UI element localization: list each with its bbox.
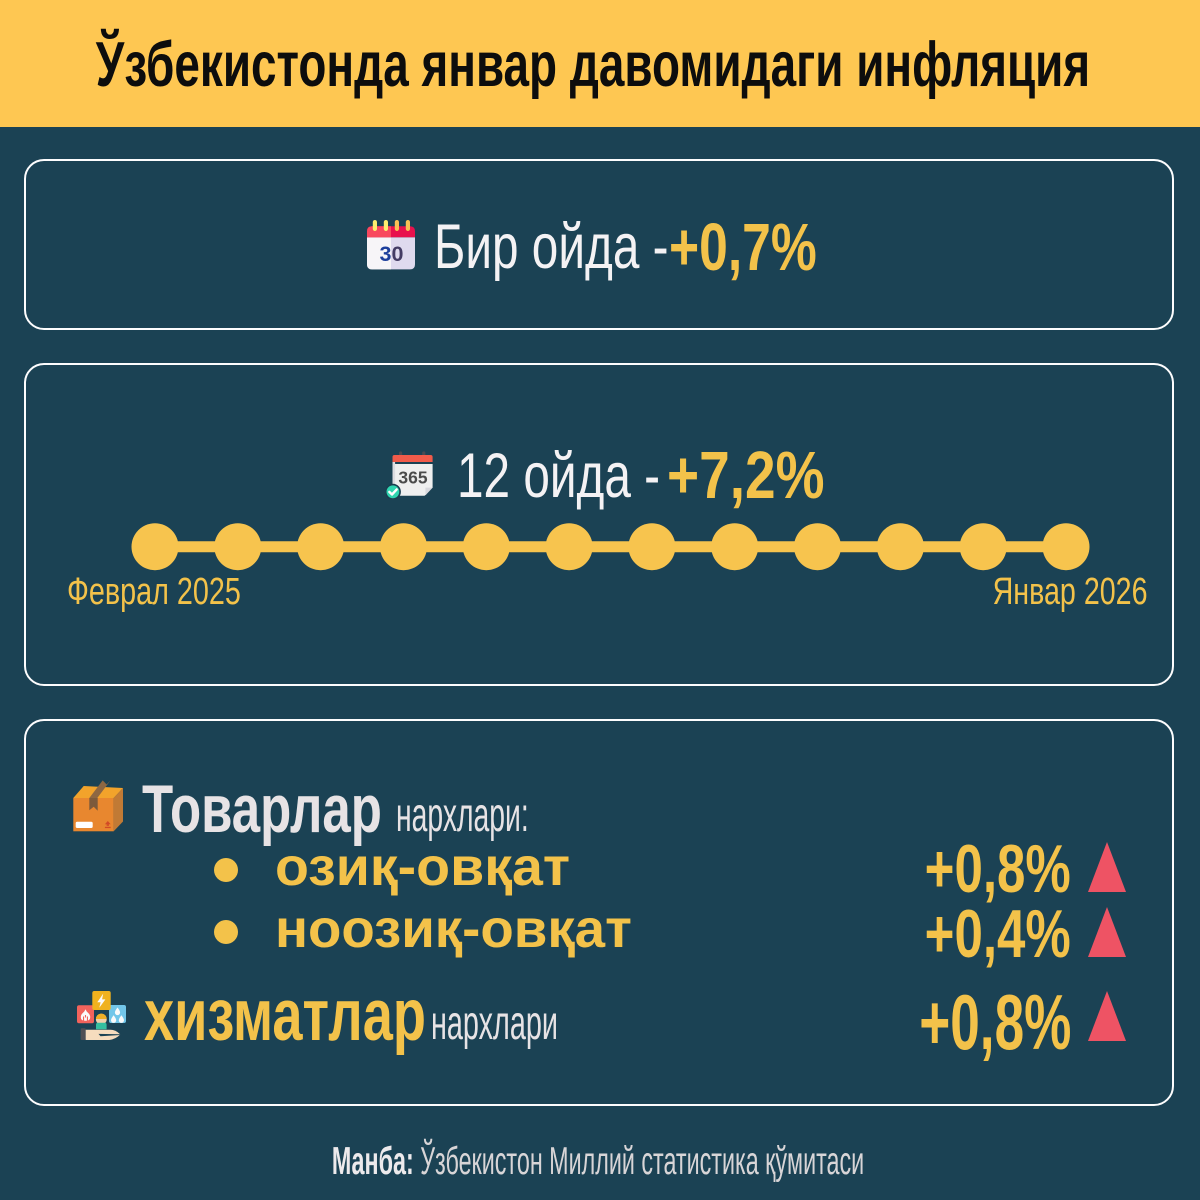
svg-text:365: 365: [398, 468, 427, 488]
svg-text:30: 30: [380, 242, 404, 266]
